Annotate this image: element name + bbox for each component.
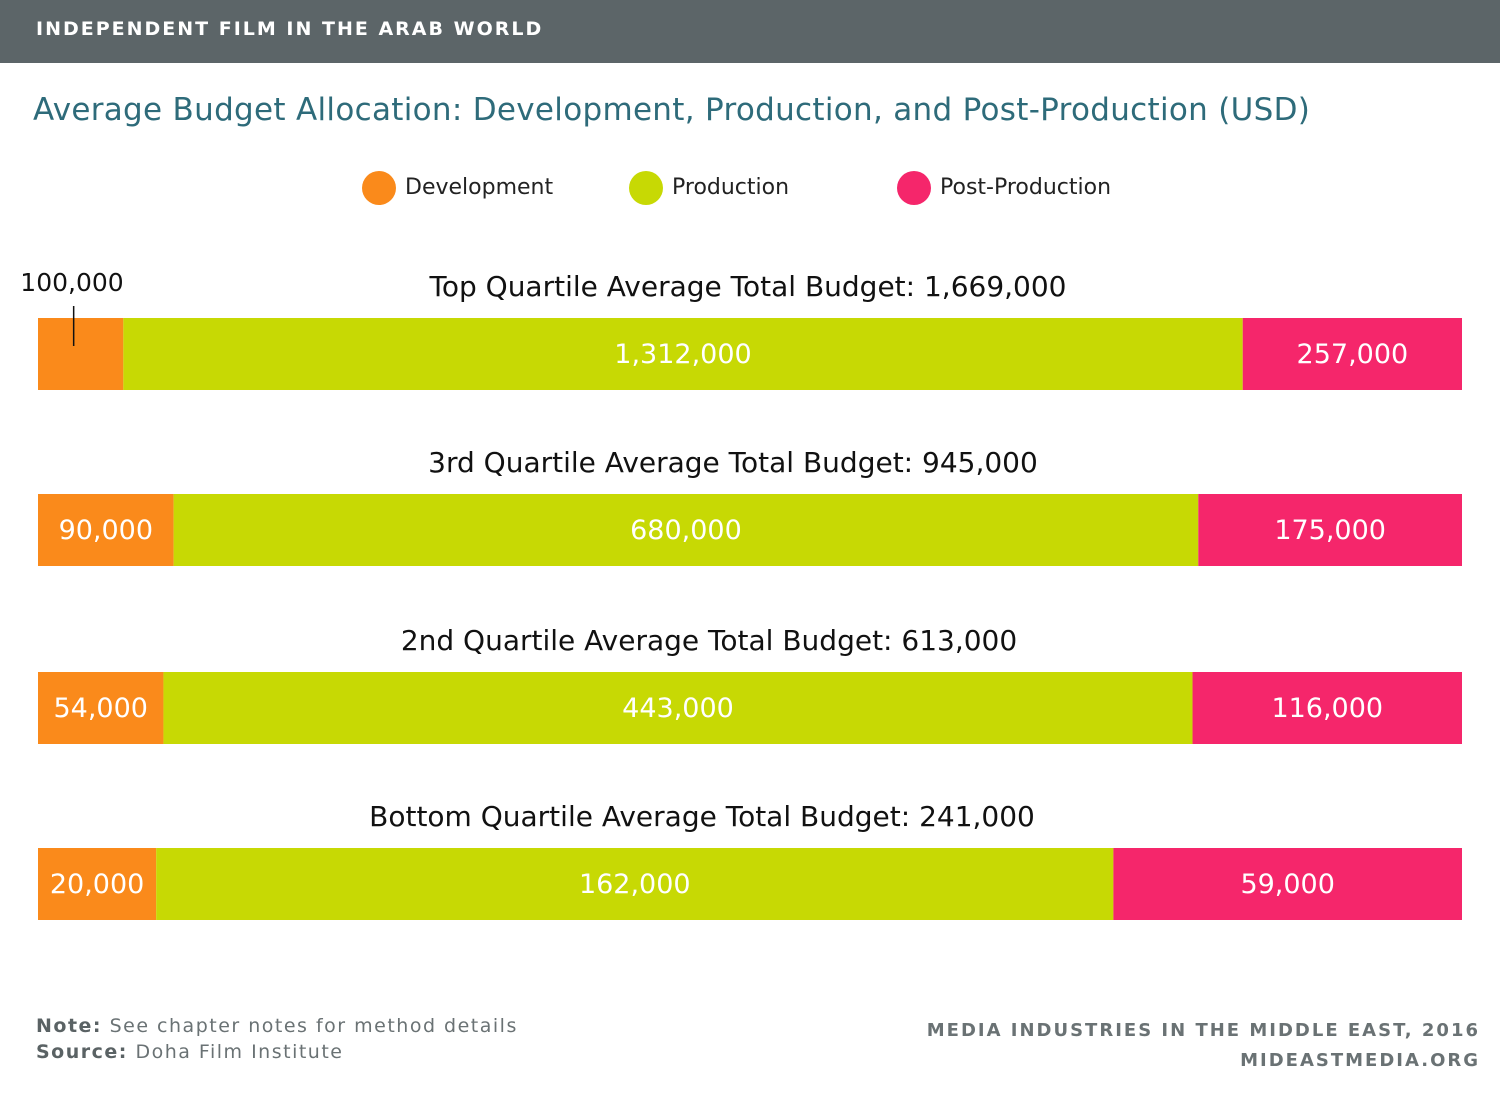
value-label-development: 20,000 [50,869,144,900]
legend-label-post-production: Post-Production [940,175,1112,200]
bar-segment-development [38,494,174,566]
header-bar: INDEPENDENT FILM IN THE ARAB WORLD [0,0,1500,63]
value-label-development: 100,000 [20,268,123,297]
source-line: Source: Doha Film Institute [36,1039,518,1065]
legend-label-production: Production [672,175,790,200]
legend-swatch-development [362,171,396,205]
bar-segment-production [173,494,1199,566]
stacked-bar-chart: Top Quartile Average Total Budget: 1,669… [20,268,1462,920]
value-label-post-production: 175,000 [1274,515,1386,546]
note-line: Note: See chapter notes for method detai… [36,1013,518,1039]
group-label: Top Quartile Average Total Budget: 1,669… [429,270,1067,303]
group-label: 2nd Quartile Average Total Budget: 613,0… [401,624,1017,657]
note-label: Note: [36,1015,103,1037]
footer-credit: MEDIA INDUSTRIES IN THE MIDDLE EAST, 201… [927,1016,1480,1076]
group-label: 3rd Quartile Average Total Budget: 945,0… [428,446,1038,479]
value-label-production: 162,000 [579,869,691,900]
bar-segment-production [123,318,1243,390]
credit-line-1: MEDIA INDUSTRIES IN THE MIDDLE EAST, 201… [926,1020,1480,1041]
credit-line-2: MIDEASTMEDIA.ORG [1240,1050,1480,1071]
value-label-development: 90,000 [59,515,153,546]
value-label-post-production: 59,000 [1240,869,1334,900]
value-label-development: 54,000 [53,693,147,724]
bar-segment-development [38,672,164,744]
value-label-production: 680,000 [630,515,742,546]
header-title: INDEPENDENT FILM IN THE ARAB WORLD [36,18,544,40]
footer-notes: Note: See chapter notes for method detai… [36,1013,518,1065]
source-text: Doha Film Institute [135,1041,344,1063]
legend-swatch-production [629,171,663,205]
bar-segment-production [156,848,1114,920]
value-label-post-production: 257,000 [1297,339,1409,370]
bar-segment-production [163,672,1193,744]
value-label-production: 443,000 [622,693,734,724]
source-label: Source: [36,1041,128,1063]
chart-title: Average Budget Allocation: Development, … [33,92,1311,128]
bar-segment-post-production [1113,848,1462,920]
bar-segment-post-production [1198,494,1462,566]
legend-swatch-post-production [897,171,931,205]
group-label: Bottom Quartile Average Total Budget: 24… [369,800,1035,833]
bar-segment-development [38,318,124,390]
legend: Development Production Post-Production [0,170,1500,206]
value-label-post-production: 116,000 [1271,693,1383,724]
value-label-production: 1,312,000 [614,339,751,370]
note-text: See chapter notes for method details [109,1015,518,1037]
bar-segment-post-production [1192,672,1462,744]
legend-label-development: Development [405,175,554,200]
bar-segment-development [38,848,157,920]
bar-segment-post-production [1242,318,1462,390]
